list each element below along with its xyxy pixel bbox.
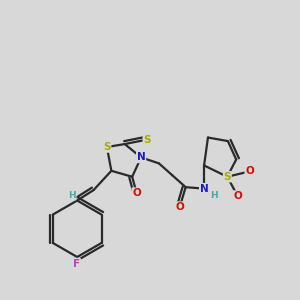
Text: F: F: [73, 259, 80, 269]
Text: H: H: [68, 191, 76, 200]
Text: N: N: [137, 152, 146, 162]
Text: S: S: [143, 135, 151, 145]
Text: S: S: [103, 142, 111, 152]
Text: N: N: [200, 184, 208, 194]
Text: O: O: [233, 191, 242, 201]
Text: S: S: [224, 172, 231, 182]
Text: O: O: [245, 167, 254, 176]
Text: O: O: [132, 188, 141, 198]
Text: H: H: [210, 191, 218, 200]
Text: O: O: [175, 202, 184, 212]
